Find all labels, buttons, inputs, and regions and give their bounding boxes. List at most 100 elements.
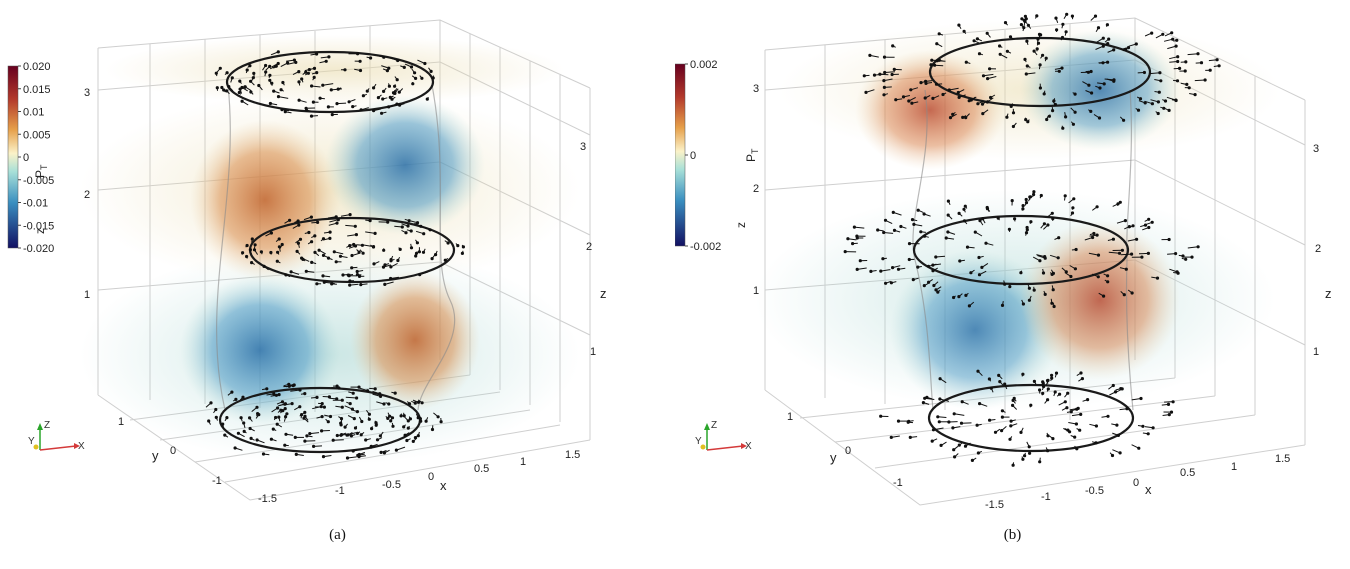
arrow-head xyxy=(1069,274,1073,279)
arrow-head xyxy=(1130,252,1134,256)
arrow-head xyxy=(223,433,227,437)
svg-text:1: 1 xyxy=(520,456,526,468)
arrow-head xyxy=(937,420,941,424)
arrow-head xyxy=(1029,403,1033,407)
arrow-head xyxy=(275,259,279,263)
arrow-head xyxy=(349,434,353,438)
arrow-head xyxy=(899,224,903,229)
arrow-head xyxy=(925,395,929,399)
arrow-head xyxy=(1139,396,1143,401)
arrow-head xyxy=(1176,59,1180,64)
arrow-head xyxy=(987,377,991,381)
arrow-head xyxy=(343,425,347,429)
arrow-head xyxy=(1112,78,1116,82)
svg-text:1: 1 xyxy=(118,416,124,428)
svg-text:Y: Y xyxy=(695,436,702,447)
arrow-head xyxy=(386,220,390,224)
arrow-head xyxy=(371,245,376,249)
arrow-head xyxy=(279,88,283,92)
y-axis: 1 0 -1 y xyxy=(787,411,903,489)
arrow-head xyxy=(1023,454,1027,458)
arrow-head xyxy=(1158,71,1162,75)
arrow-head xyxy=(374,421,378,425)
arrow-head xyxy=(370,427,374,431)
arrow-head xyxy=(1070,14,1074,18)
arrow-head xyxy=(883,218,888,222)
arrow-head xyxy=(1051,271,1055,275)
arrow-head xyxy=(402,414,406,418)
arrow-head xyxy=(924,81,928,86)
arrow-head xyxy=(268,78,272,82)
arrow-head xyxy=(1072,197,1076,201)
arrow-head xyxy=(919,230,923,234)
arrow-head xyxy=(272,89,276,93)
arrow-head xyxy=(1156,111,1160,116)
arrow-head xyxy=(1045,379,1050,383)
arrow-head xyxy=(1170,31,1174,35)
arrow-head xyxy=(1009,424,1013,428)
arrow-head xyxy=(980,102,985,106)
colorbar-title: PT xyxy=(33,164,49,178)
arrow-head xyxy=(1024,197,1028,202)
arrow-head xyxy=(1000,303,1005,307)
arrow-head xyxy=(882,93,886,97)
arrow-head xyxy=(348,283,352,287)
arrow-head xyxy=(1054,16,1058,20)
z-axis-right: 3 2 1 z xyxy=(580,141,607,358)
arrow-glyph xyxy=(1120,253,1132,256)
arrow-head xyxy=(938,397,942,401)
arrow-head xyxy=(1013,217,1017,221)
arrow-head xyxy=(357,452,361,457)
arrow-head xyxy=(1167,237,1171,242)
arrow-head xyxy=(1125,407,1129,411)
arrow-head xyxy=(981,112,985,116)
arrow-head xyxy=(414,76,418,81)
arrow-head xyxy=(1171,400,1175,404)
arrow-head xyxy=(1025,39,1029,43)
arrow-head xyxy=(868,53,872,58)
arrow-head xyxy=(321,274,325,278)
arrow-head xyxy=(1123,219,1127,223)
arrow-head xyxy=(1057,69,1061,73)
arrow-head xyxy=(313,250,317,254)
arrow-head xyxy=(923,96,927,100)
arrow-head xyxy=(1043,255,1047,259)
arrow-head xyxy=(1095,233,1099,237)
arrow-head xyxy=(334,215,338,219)
vector-field-arrows xyxy=(843,12,1221,467)
arrow-head xyxy=(843,250,847,254)
arrow-head xyxy=(1042,92,1046,96)
arrow-head xyxy=(907,242,912,246)
arrow-head xyxy=(889,281,893,285)
arrow-head xyxy=(326,256,331,260)
arrow-head xyxy=(1074,247,1078,252)
arrow-head xyxy=(243,85,247,89)
arrow-head xyxy=(351,391,355,395)
figure-panel-a: 3 2 1 3 2 1 z 1 0 -1 y -1.5 -1 -0.5 0 0.… xyxy=(7,19,607,543)
colorbar-tick-label: -0.015 xyxy=(23,220,54,232)
arrow-head xyxy=(329,88,333,92)
arrow-head xyxy=(321,253,326,257)
arrow-head xyxy=(335,433,339,438)
arrow-head xyxy=(1023,14,1027,18)
arrow-head xyxy=(276,250,280,254)
arrow-head xyxy=(355,396,359,400)
svg-text:-0.5: -0.5 xyxy=(382,479,401,491)
arrow-head xyxy=(1066,391,1070,395)
arrow-head xyxy=(977,52,982,56)
arrow-head xyxy=(1063,400,1067,404)
colorbar-tick-label: -0.005 xyxy=(23,175,54,187)
arrow-head xyxy=(1046,398,1050,402)
arrow-head xyxy=(976,102,980,106)
arrow-head xyxy=(387,402,391,406)
arrow-head xyxy=(361,94,365,98)
arrow-head xyxy=(1112,48,1116,52)
arrow-head xyxy=(313,234,317,238)
svg-text:1: 1 xyxy=(753,285,759,297)
arrow-head xyxy=(973,230,977,234)
arrow-head xyxy=(1124,267,1128,271)
arrow-head xyxy=(309,114,314,118)
arrow-head xyxy=(988,67,992,71)
arrow-head xyxy=(1064,270,1068,274)
arrow-head xyxy=(214,407,218,412)
